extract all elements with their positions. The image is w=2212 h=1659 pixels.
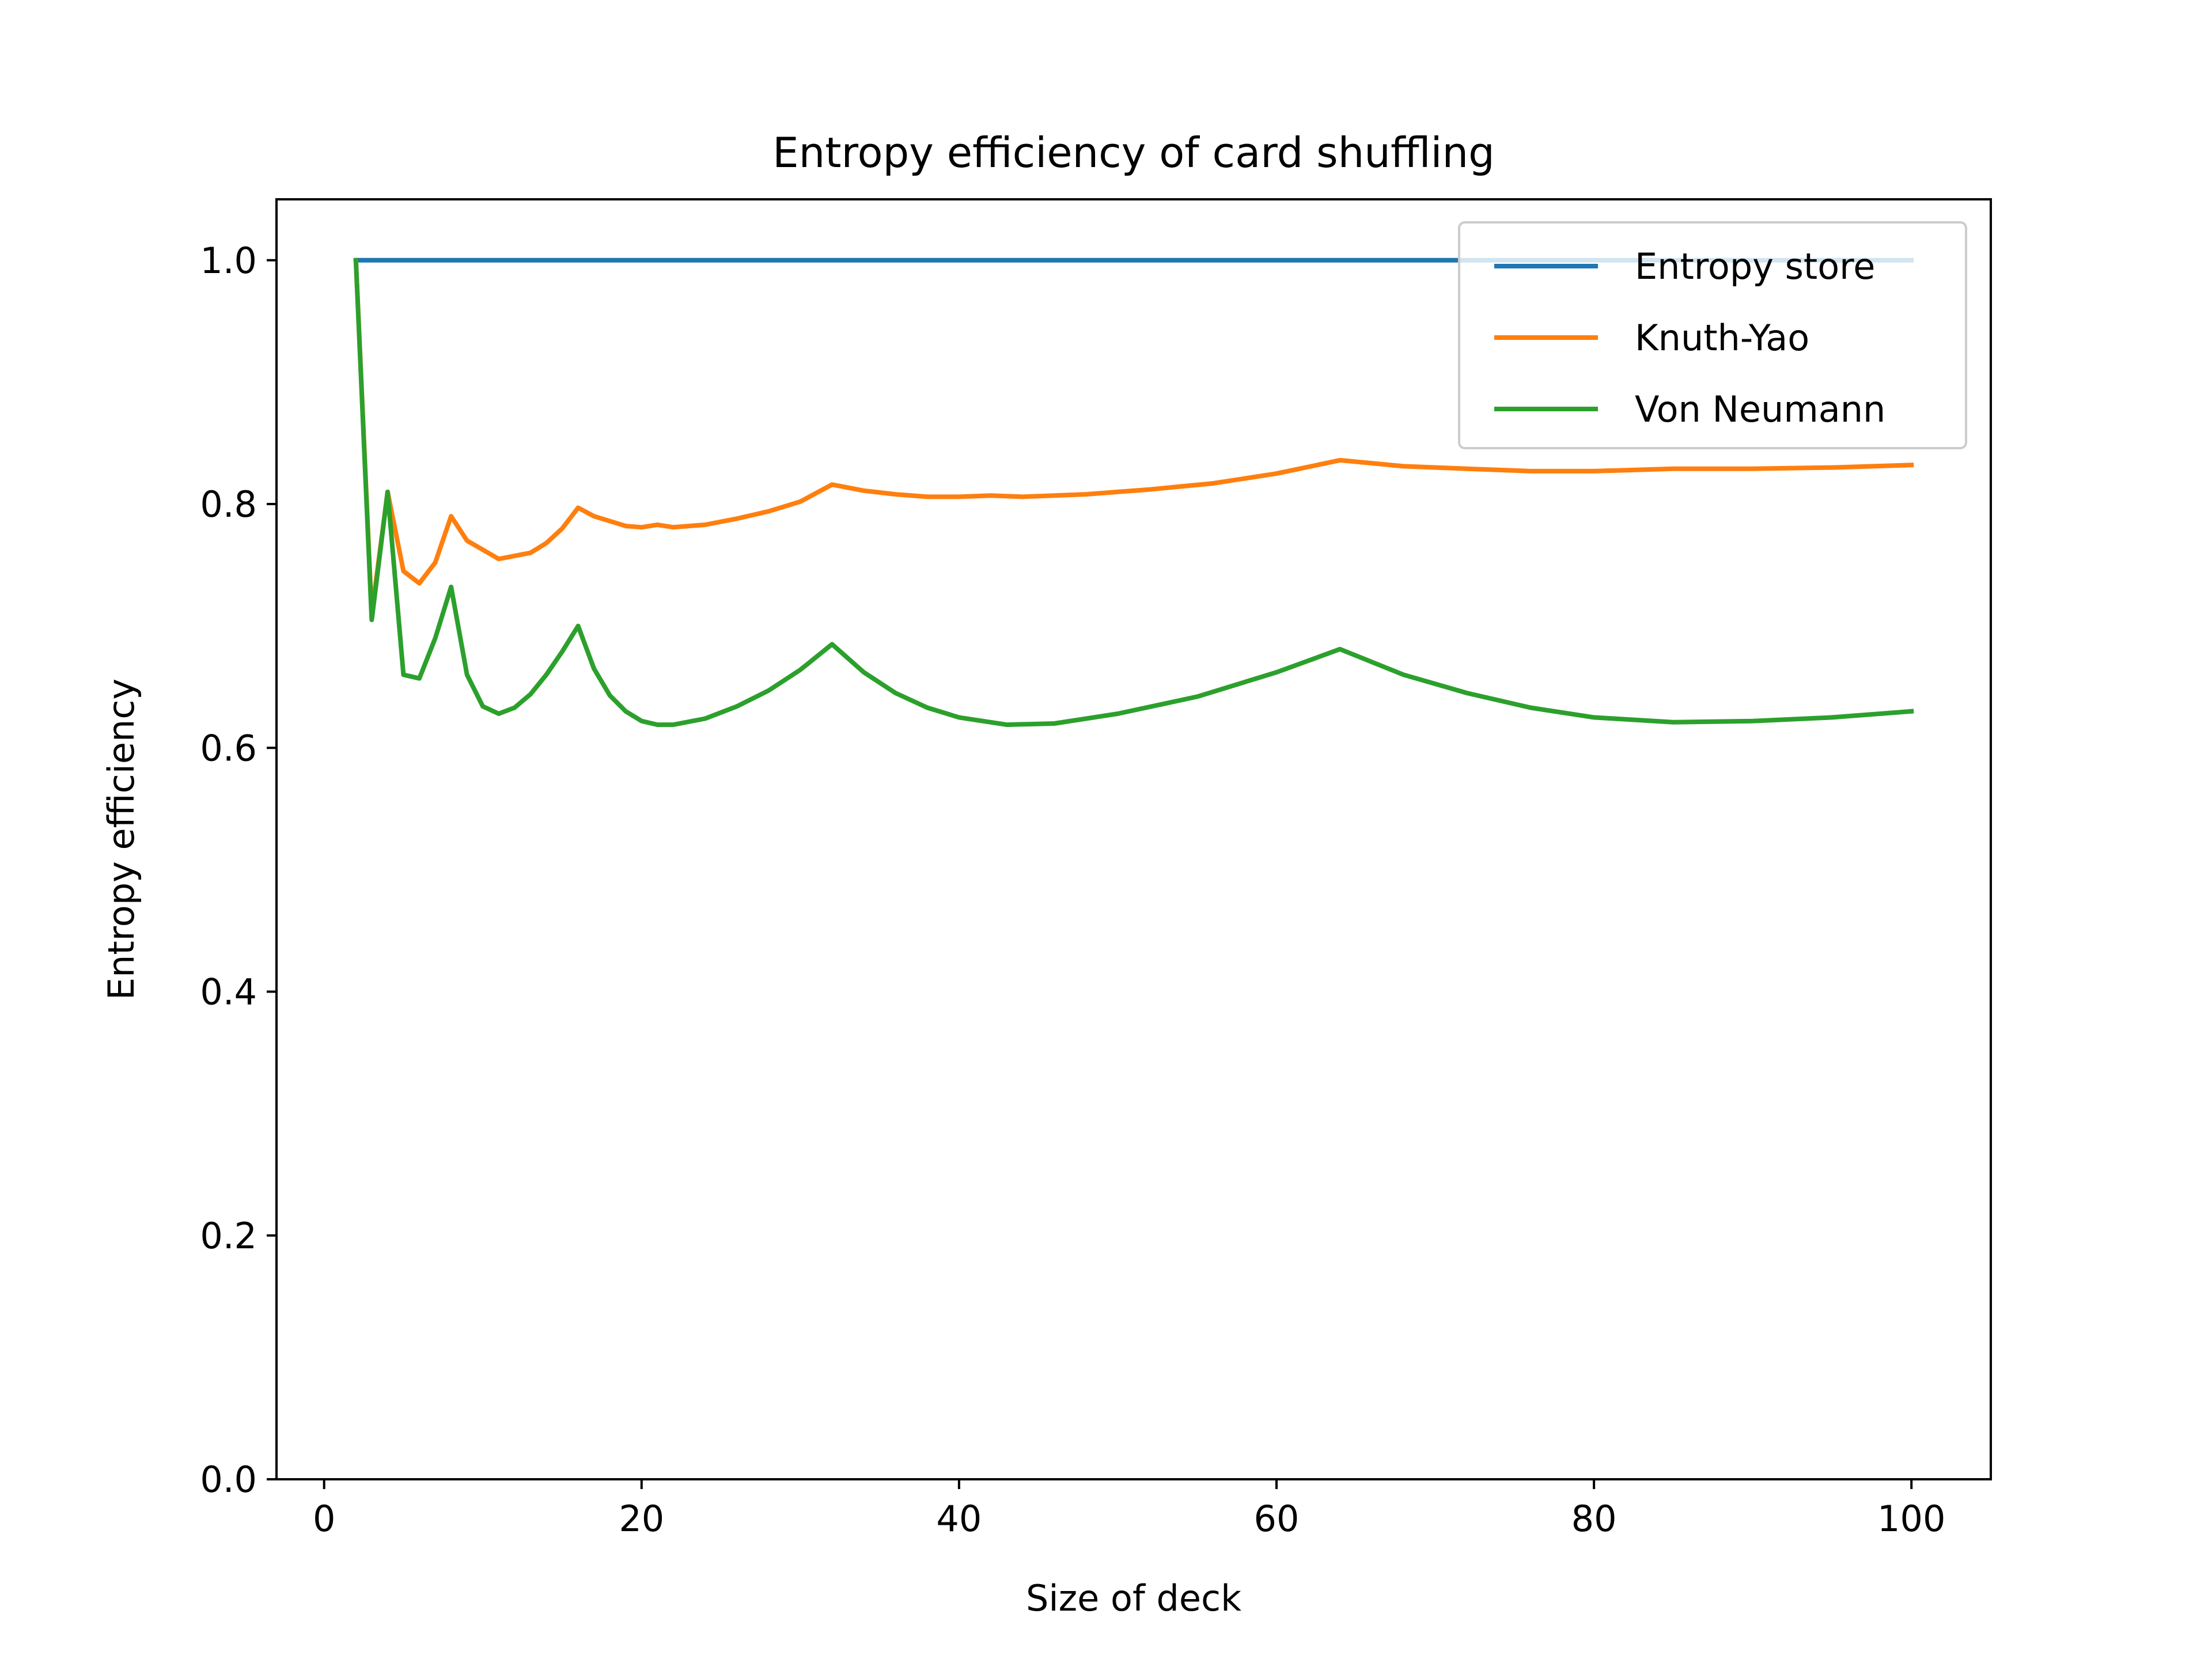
- x-tick-label: 80: [1571, 1498, 1617, 1540]
- x-tick-label: 100: [1877, 1498, 1945, 1540]
- x-tick-label: 40: [936, 1498, 982, 1540]
- series-line-knuth-yao: [353, 257, 1914, 616]
- legend-label-knuth-yao: Knuth-Yao: [1635, 317, 1809, 359]
- legend-label-von-neumann: Von Neumann: [1635, 388, 1885, 430]
- x-tick-label: 60: [1254, 1498, 1300, 1540]
- series-line-von-neumann: [353, 257, 1914, 728]
- y-tick-label: 0.0: [200, 1459, 257, 1501]
- legend-box: [1458, 221, 1967, 449]
- legend: Entropy store Knuth-Yao Von Neumann: [1458, 221, 1967, 449]
- x-tick-label: 20: [619, 1498, 664, 1540]
- y-tick-label: 0.8: [200, 483, 257, 525]
- chart-title: Entropy efficiency of card shuffling: [772, 128, 1495, 177]
- y-axis-label: Entropy efficiency: [100, 679, 142, 1000]
- x-axis-label: Size of deck: [1026, 1577, 1241, 1619]
- x-tick-label: 0: [313, 1498, 335, 1540]
- y-tick-label: 0.6: [200, 727, 257, 769]
- y-axis-ticks: 0.0 0.2 0.4 0.6 0.8 1.0: [200, 240, 276, 1501]
- x-axis-ticks: 0 20 40 60 80 100: [313, 1479, 1945, 1540]
- y-tick-label: 0.4: [200, 971, 257, 1013]
- y-tick-label: 1.0: [200, 240, 257, 282]
- y-tick-label: 0.2: [200, 1215, 257, 1257]
- axes-frame: [275, 198, 1992, 1480]
- legend-label-entropy-store: Entropy store: [1635, 245, 1875, 287]
